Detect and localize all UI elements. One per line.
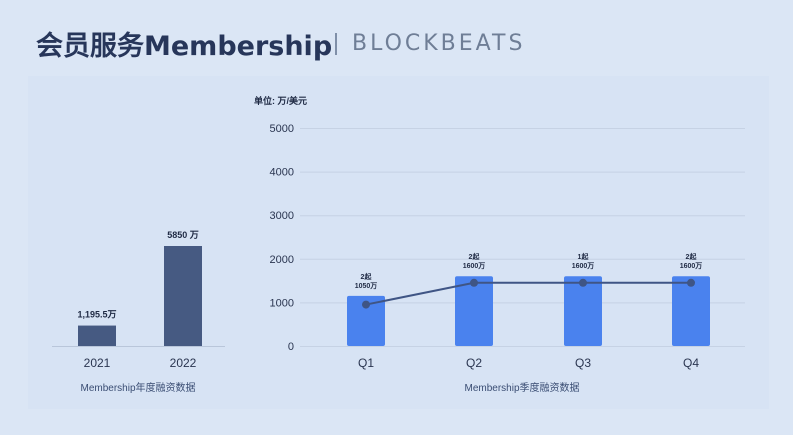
y-tick-label: 2000 <box>270 254 294 266</box>
bar-count-label: 2起 <box>469 252 481 261</box>
trend-line <box>365 281 691 306</box>
annual-bar <box>78 325 116 346</box>
x-tick-label: 2022 <box>170 356 197 370</box>
x-tick-label: Q4 <box>683 356 699 370</box>
chart-panel <box>28 76 769 409</box>
y-tick-label: 0 <box>288 341 294 353</box>
annual-chart: 1,195.5万 2021 5850 万 2022 Membership年度融资数据 <box>52 230 225 394</box>
x-tick-label: 2021 <box>84 356 111 370</box>
trend-point <box>579 278 587 287</box>
bar-value-label: 1050万 <box>355 282 378 290</box>
x-axis-title: Membership季度融资数据 <box>464 381 579 394</box>
bar-count-label: 1起 <box>578 252 590 261</box>
trend-point <box>470 278 478 287</box>
title-divider <box>335 33 337 55</box>
brand-logo: BLOCKBEATS <box>352 31 526 56</box>
y-tick-label: 4000 <box>270 167 294 179</box>
quarter-bar <box>347 295 385 346</box>
bar-value-label: 5850 万 <box>167 230 199 240</box>
y-tick-label: 5000 <box>270 123 294 135</box>
quarter-bar <box>672 276 710 346</box>
quarter-bar <box>564 276 602 346</box>
unit-label: 单位: 万/美元 <box>254 95 307 106</box>
bar-value-label: 1600万 <box>572 262 595 270</box>
y-tick-label: 3000 <box>270 210 294 222</box>
bar-value-label: 1600万 <box>680 262 703 270</box>
y-tick-label: 1000 <box>270 297 294 309</box>
x-tick-label: Q1 <box>358 356 374 370</box>
bar-value-label: 1600万 <box>463 262 486 270</box>
bar-value-label: 1,195.5万 <box>77 310 116 320</box>
x-tick-label: Q2 <box>466 356 482 370</box>
bar-count-label: 2起 <box>361 272 373 281</box>
x-tick-label: Q3 <box>575 356 591 370</box>
x-axis-title: Membership年度融资数据 <box>80 381 195 394</box>
page-title: 会员服务Membership <box>36 31 333 62</box>
trend-point <box>362 300 370 309</box>
quarterly-chart: 单位: 万/美元0100020003000400050002起1050万Q12起… <box>254 95 745 394</box>
bar-count-label: 2起 <box>686 252 698 261</box>
quarter-bar <box>455 276 493 346</box>
annual-bar <box>164 246 202 346</box>
trend-point <box>687 278 695 287</box>
